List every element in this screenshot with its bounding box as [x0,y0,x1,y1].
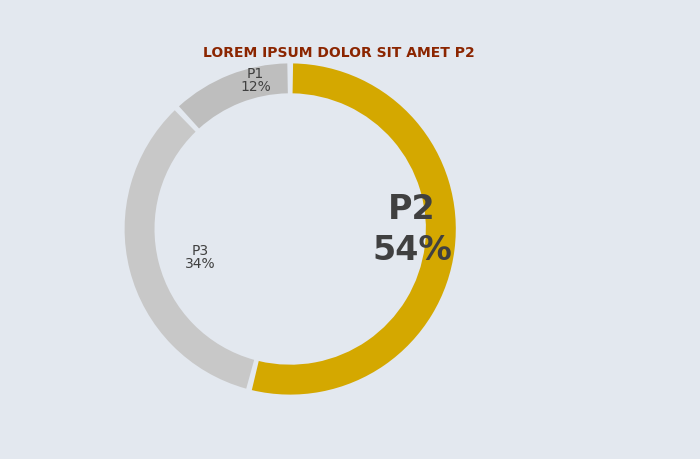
Text: 34%: 34% [186,257,216,271]
Wedge shape [125,111,254,389]
Text: 54%: 54% [372,234,452,267]
Text: P1: P1 [247,67,265,80]
Text: 12%: 12% [240,80,271,94]
Text: P2: P2 [389,192,436,225]
Wedge shape [252,64,456,395]
Text: P3: P3 [192,243,209,257]
Wedge shape [179,64,288,129]
Text: LOREM IPSUM DOLOR SIT AMET P2: LOREM IPSUM DOLOR SIT AMET P2 [203,46,475,60]
